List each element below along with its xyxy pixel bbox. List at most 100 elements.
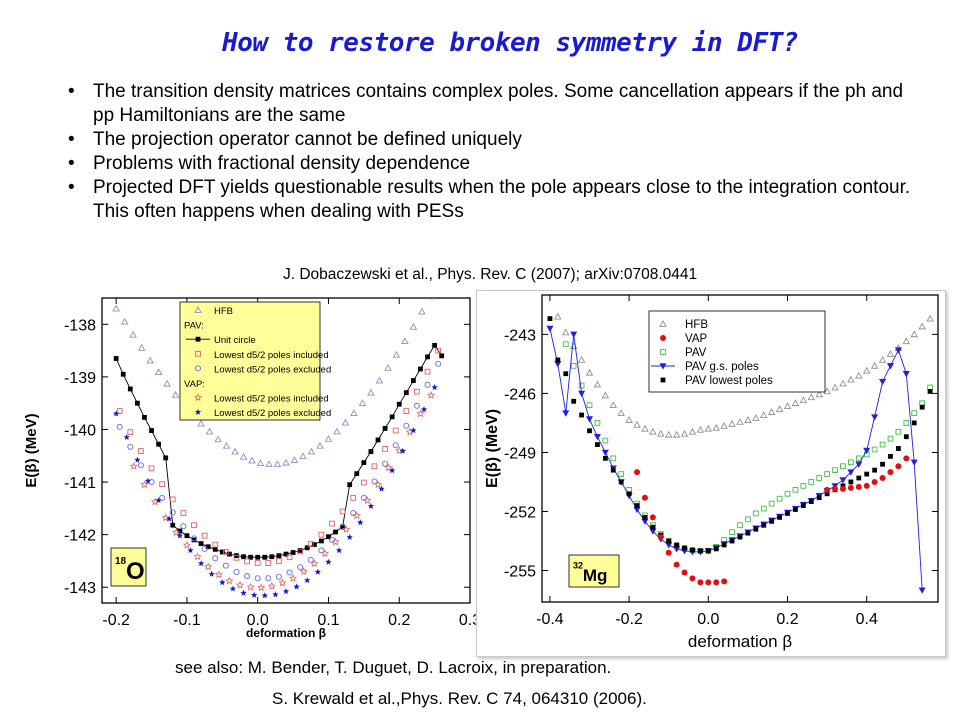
y-tick-label: -249 xyxy=(504,445,536,462)
triangle-point xyxy=(137,344,146,351)
triangle-point xyxy=(554,312,562,320)
x-tick-label: 0.3 xyxy=(459,612,480,629)
triangle-down-point xyxy=(855,461,863,468)
circle-point xyxy=(424,381,431,388)
star-point xyxy=(399,447,406,454)
star-point xyxy=(246,582,255,591)
reference-dobaczewski: J. Dobaczewski et al., Phys. Rev. C (200… xyxy=(283,266,698,283)
square-point xyxy=(880,461,885,467)
star-point xyxy=(257,583,266,592)
y-tick-label: -139 xyxy=(64,370,96,387)
square-point xyxy=(745,530,751,536)
star-point xyxy=(363,496,372,504)
star-point xyxy=(282,588,290,595)
star-point xyxy=(320,549,330,558)
square-point xyxy=(769,518,775,524)
square-point xyxy=(824,491,830,497)
circle-point xyxy=(413,402,420,409)
triangle-point xyxy=(561,328,570,336)
circle-point xyxy=(681,569,688,576)
square-point xyxy=(602,437,609,444)
star-point xyxy=(140,480,149,489)
series-hfb xyxy=(112,298,435,468)
bullet-list: The transition density matrices contains… xyxy=(68,80,918,224)
star-point xyxy=(134,456,141,463)
square-point xyxy=(424,368,431,375)
circle-point xyxy=(673,561,680,568)
square-point xyxy=(396,401,402,407)
triangle-point xyxy=(333,427,341,435)
triangle-point xyxy=(926,314,934,322)
y-tick-label: -243 xyxy=(504,327,536,344)
triangle-point xyxy=(299,452,307,460)
square-point xyxy=(389,414,395,420)
triangle-down-point xyxy=(546,325,554,333)
triangle-down-point xyxy=(562,410,570,417)
square-point xyxy=(776,495,783,502)
triangle-point xyxy=(855,371,863,379)
square-point xyxy=(418,366,423,372)
circle-point xyxy=(634,469,641,476)
star-point xyxy=(113,410,120,417)
square-point xyxy=(113,356,119,361)
x-axis-label: deformation β xyxy=(688,632,792,651)
star-point xyxy=(420,406,428,413)
triangle-point xyxy=(171,390,180,398)
star-point xyxy=(272,591,279,598)
triangle-down-point xyxy=(586,416,594,423)
square-point xyxy=(610,467,616,473)
triangle-point xyxy=(680,429,689,437)
legend-box xyxy=(179,301,321,421)
circle-point xyxy=(649,514,656,521)
square-point xyxy=(425,354,430,360)
chart-panel-32mg: -0.4 -0.2 0.0 0.2 0.4 -243 -246 -249 -252 -255 def… xyxy=(476,290,946,657)
square-point xyxy=(318,538,324,544)
star-point xyxy=(251,591,258,598)
triangle-point xyxy=(273,460,282,468)
circle-point xyxy=(180,523,187,530)
square-point xyxy=(721,542,727,548)
square-point xyxy=(578,382,585,389)
square-point xyxy=(184,533,190,539)
square-point xyxy=(571,398,577,404)
slide-title: How to restore broken symmetry in DFT? xyxy=(222,28,798,58)
square-point xyxy=(339,508,346,515)
y-tick-label: -138 xyxy=(64,317,96,334)
triangle-down-point xyxy=(871,414,879,421)
legend-label: VAP xyxy=(685,333,707,345)
triangle-point xyxy=(205,427,214,435)
triangle-point xyxy=(767,408,776,415)
triangle-point xyxy=(664,430,673,438)
square-point xyxy=(254,560,261,566)
nucleus-mass-number: 32 xyxy=(573,560,583,570)
square-point xyxy=(361,460,367,465)
bullet-item: Projected DFT yields questionable result… xyxy=(68,176,918,224)
square-point xyxy=(642,514,648,520)
triangle-point xyxy=(163,379,171,387)
triangle-point xyxy=(625,416,633,423)
circle-point xyxy=(824,486,831,493)
star-point xyxy=(384,463,393,472)
square-point xyxy=(403,390,409,396)
x-tick-label: 0.4 xyxy=(856,611,878,628)
star-point xyxy=(367,502,375,509)
triangle-point xyxy=(847,375,855,383)
square-point xyxy=(705,548,711,554)
circle-point xyxy=(832,485,839,492)
square-point xyxy=(360,479,367,486)
square-point xyxy=(120,371,126,377)
square-point xyxy=(347,482,353,488)
square-point xyxy=(403,408,410,414)
square-point xyxy=(800,503,806,508)
legend-label: Lowest d5/2 poles included xyxy=(214,394,329,405)
triangle-point xyxy=(918,322,926,330)
triangle-point xyxy=(839,379,847,387)
triangle-point xyxy=(649,427,657,435)
square-point xyxy=(435,347,442,354)
circle-point xyxy=(194,365,201,372)
square-point xyxy=(660,349,666,355)
x-tick-label: 0.0 xyxy=(247,612,269,629)
x-tick-label: 0.0 xyxy=(697,611,719,628)
triangle-point xyxy=(129,330,137,338)
star-point xyxy=(182,540,192,549)
